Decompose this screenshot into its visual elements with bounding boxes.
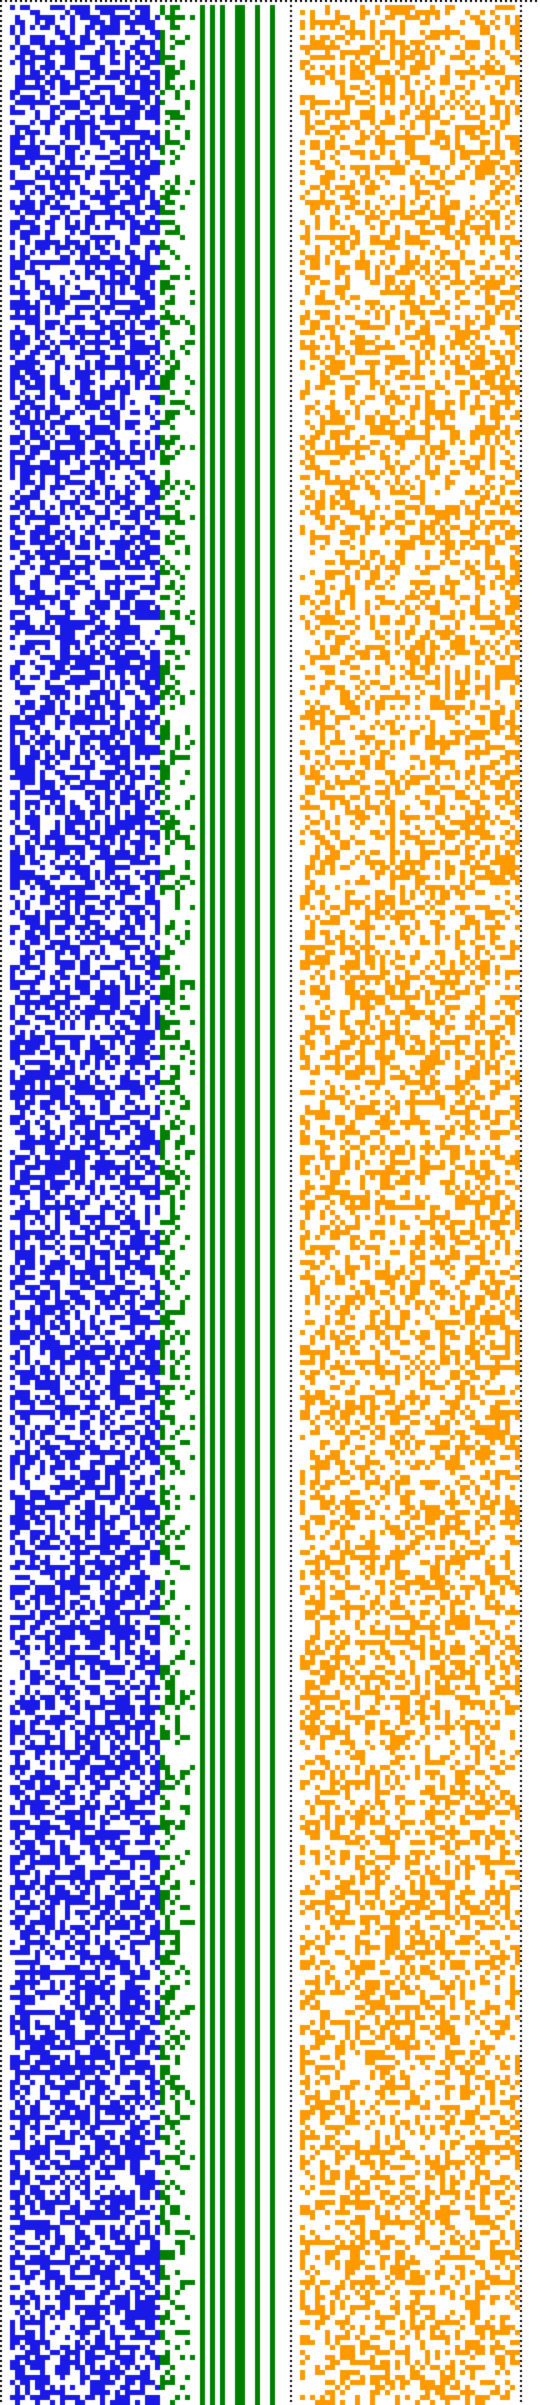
- matrix-visualization: [0, 0, 540, 2405]
